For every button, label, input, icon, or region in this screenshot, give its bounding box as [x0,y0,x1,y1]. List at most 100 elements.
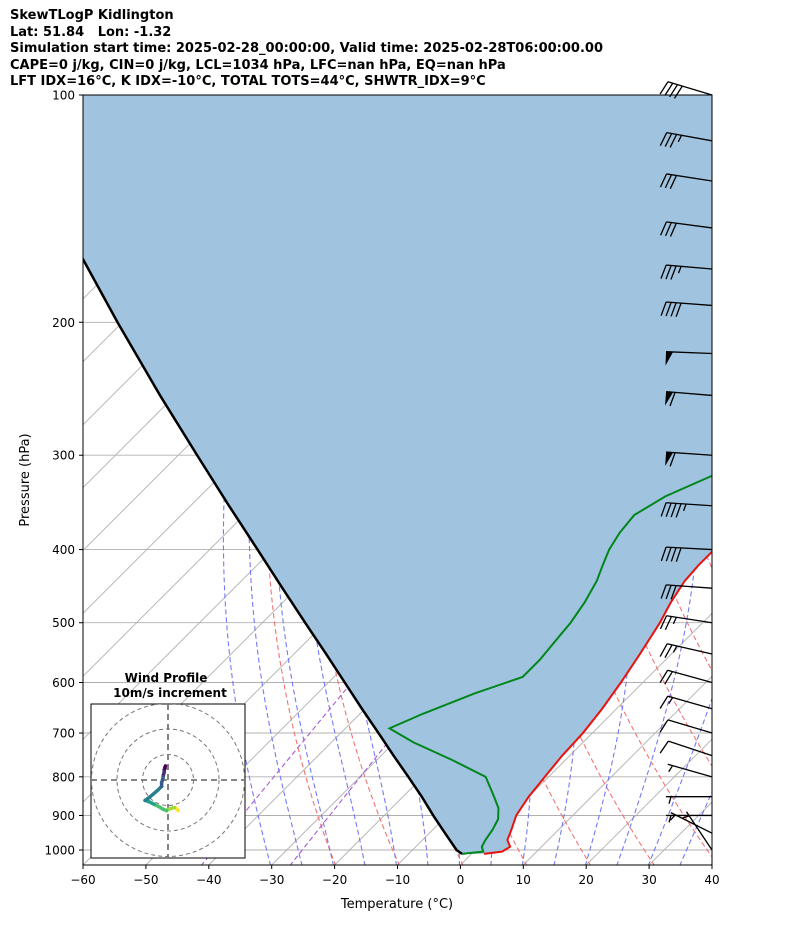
barb-flag [660,546,667,562]
barb-flag [670,503,677,518]
barb-half-flag [668,796,672,804]
wind-barb [660,264,713,280]
barb-flag [665,502,672,517]
barb-flag [670,547,677,562]
inset-trace-segment [147,788,160,800]
barb-flag [660,502,667,517]
barb-staff [666,615,713,624]
barb-flag [660,264,667,279]
barb-flag [675,302,682,318]
barb-staff [667,763,713,778]
title-index-line: LFT IDX=16°C, K IDX=-10°C, TOTAL TOTS=44… [10,74,486,89]
barb-flag [659,695,669,709]
wind-barb [659,695,713,710]
x-tick-label: 40 [704,873,719,887]
barb-staff [666,584,713,589]
isotherm-line [522,675,712,865]
inset-title: Wind Profile [125,671,208,685]
parcel-line [83,256,463,855]
x-axis-label: Temperature (°C) [340,897,453,912]
wind-barb [667,763,713,778]
barb-flag [659,615,668,630]
y-tick-label: 400 [52,543,75,557]
moist-adiabat [647,697,712,865]
barb-flag [659,173,668,188]
dewpoint-line [387,474,712,855]
y-tick-label: 700 [52,727,75,741]
dry-adiabat [750,95,794,866]
title-cape-line: CAPE=0 j/kg, CIN=0 j/kg, LCL=1034 hPa, L… [10,57,506,73]
barb-pennant [665,452,674,467]
barb-flag [659,221,667,236]
barb-pennant [664,391,674,406]
wind-barb [659,173,713,189]
barb-half-flag [668,765,674,773]
inset-trace [143,764,180,813]
barb-staff [666,301,713,307]
x-tick-label: −40 [196,873,221,887]
isotherm-line [711,864,712,865]
wind-barb [659,669,713,685]
barb-flag [664,671,674,685]
title-block: SkewTLogP Kidlington Lat: 51.84 Lon: -1.… [10,8,603,91]
barb-flag [659,643,668,657]
barb-half-flag [677,134,683,143]
isotherm-line [459,612,712,865]
barb-staff [666,264,713,270]
barb-staff [666,351,713,355]
wind-barb [665,351,713,366]
y-tick-label: 100 [52,89,75,103]
y-tick-label: 600 [52,676,75,690]
barb-flag [665,547,672,562]
barb-flag [669,452,676,467]
barb-flag [664,133,673,147]
title-station: SkewTLogP Kidlington [10,8,174,23]
barb-staff [667,695,713,710]
wind-barb [659,740,713,757]
profile-lines [83,256,712,855]
barb-staff [666,451,713,456]
barb-flag [664,644,673,658]
barb-flag [665,265,672,280]
barb-flag [664,222,672,237]
moist-adiabat [679,790,712,865]
x-tick-label: −20 [322,873,347,887]
barb-half-flag [682,815,690,819]
barb-half-flag [672,616,678,625]
x-tick-label: −30 [259,873,284,887]
x-tick-label: −50 [133,873,158,887]
barb-staff [685,811,713,851]
barb-flag [664,174,673,189]
wind-barb [666,796,712,804]
wind-barb [660,546,713,562]
barb-flag [669,175,678,189]
wind-barb [659,643,713,658]
barb-flag [659,669,669,683]
x-tick-label: 30 [641,873,656,887]
wind-barb [666,814,712,823]
wind-barb [659,221,713,237]
wind-profile-inset: Wind Profile 10m/s increment [90,671,246,859]
y-tick-label: 900 [52,809,75,823]
barb-half-flag [668,697,674,705]
temperature-line [483,550,712,855]
barb-staff [666,390,713,397]
x-tick-label: 20 [579,873,594,887]
barb-flag [670,265,677,280]
y-tick-label: 800 [52,770,75,784]
barb-flag [659,132,668,146]
y-axis-ticks: 100 200 300 400 500 600 700 800 900 1000 [44,89,83,858]
barb-staff [667,81,713,96]
y-tick-label: 500 [52,616,75,630]
moist-adiabat [710,862,712,865]
barb-staff [666,502,713,507]
dry-adiabat [718,95,794,866]
barb-flag [665,585,672,600]
wind-barb [660,301,713,318]
x-tick-label: −10 [385,873,410,887]
barb-staff [667,669,713,684]
barb-half-flag [677,266,682,274]
wind-barb [665,451,713,467]
barb-flag [660,301,667,316]
